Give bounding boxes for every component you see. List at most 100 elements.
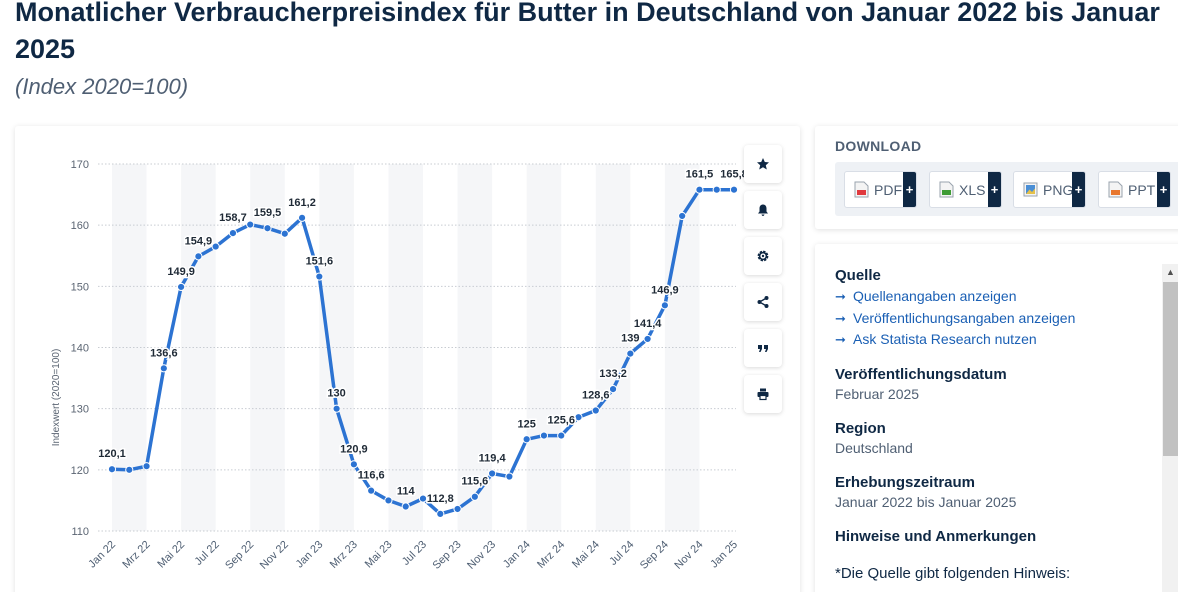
data-point xyxy=(194,252,203,261)
data-point xyxy=(505,472,514,481)
data-point xyxy=(453,504,462,514)
arrow-right-icon: ➞ xyxy=(835,310,846,326)
data-label: 120,1 xyxy=(98,448,126,460)
settings-button[interactable] xyxy=(744,237,782,275)
data-point xyxy=(660,301,669,310)
pdf-file-icon xyxy=(854,181,869,198)
x-tick-label: Jul 24 xyxy=(607,539,636,568)
ppt-file-icon xyxy=(1108,181,1123,198)
print-icon xyxy=(757,388,769,401)
data-point xyxy=(125,465,134,474)
data-label: 159,5 xyxy=(254,207,282,219)
data-label: 139 xyxy=(621,333,639,345)
data-point xyxy=(591,406,600,415)
period-heading: Erhebungszeitraum xyxy=(835,473,976,491)
y-tick-label: 120 xyxy=(71,465,89,477)
data-point xyxy=(280,229,289,238)
x-tick-label: Mrz 24 xyxy=(535,539,567,571)
pub-date-heading: Veröffentlichungsdatum xyxy=(835,365,1007,383)
share-icon xyxy=(757,296,769,308)
x-tick-label: Mai 22 xyxy=(155,539,187,571)
notification-button[interactable] xyxy=(744,191,782,229)
data-label: 125,6 xyxy=(547,415,575,427)
x-tick-label: Mai 23 xyxy=(363,539,395,571)
data-label: 149,9 xyxy=(167,266,195,278)
data-point xyxy=(349,460,358,469)
x-tick-label: Nov 23 xyxy=(465,539,498,572)
download-png-label: PNG xyxy=(1043,181,1074,198)
share-button[interactable] xyxy=(744,283,782,321)
region-heading: Region xyxy=(835,419,886,437)
period-value: Januar 2022 bis Januar 2025 xyxy=(835,493,1017,510)
x-tick-label: Jul 23 xyxy=(400,539,429,568)
publication-link-label: Veröffentlichungsangaben anzeigen xyxy=(853,309,1076,326)
x-tick-label: Nov 24 xyxy=(672,539,705,572)
data-point xyxy=(678,211,687,221)
cite-button[interactable] xyxy=(744,329,782,367)
source-link[interactable]: ➞ Quellenangaben anzeigen xyxy=(835,286,1155,308)
data-label: 151,6 xyxy=(306,256,334,268)
x-tick-label: Jan 25 xyxy=(708,539,740,571)
publication-link[interactable]: ➞ Veröffentlichungsangaben anzeigen xyxy=(835,308,1155,330)
x-tick-label: Mrz 22 xyxy=(120,539,152,571)
data-label: 146,9 xyxy=(651,284,679,296)
x-tick-label: Sep 24 xyxy=(638,539,671,572)
y-tick-label: 140 xyxy=(71,343,89,355)
download-panel: DOWNLOAD PDF + XLS + PNG + PPT + xyxy=(815,126,1178,229)
data-label: 130 xyxy=(327,388,345,400)
scroll-thumb[interactable] xyxy=(1163,282,1178,456)
download-title: DOWNLOAD xyxy=(835,138,922,154)
bell-icon xyxy=(758,204,768,216)
star-icon xyxy=(757,158,769,170)
download-xls-button[interactable]: XLS + xyxy=(929,171,1002,208)
download-ppt-button[interactable]: PPT + xyxy=(1098,171,1171,208)
x-tick-label: Jan 22 xyxy=(86,539,118,571)
data-label: 141,4 xyxy=(634,318,662,330)
y-axis-label: Indexwert (2020=100) xyxy=(51,349,62,447)
data-point xyxy=(643,334,652,344)
data-point xyxy=(522,435,531,444)
page-title: Monatlicher Verbraucherpreisindex für Bu… xyxy=(15,0,1160,64)
data-label: 112,8 xyxy=(427,493,454,505)
data-label: 136,6 xyxy=(150,347,178,359)
data-label: 154,9 xyxy=(185,235,213,247)
page-subtitle: (Index 2020=100) xyxy=(15,74,189,99)
plus-icon: + xyxy=(1157,172,1170,207)
plus-icon: + xyxy=(1072,172,1085,207)
favorite-button[interactable] xyxy=(744,145,782,183)
y-tick-label: 130 xyxy=(71,404,89,416)
info-content: Quelle ➞ Quellenangaben anzeigen ➞ Veröffe… xyxy=(835,266,1155,583)
data-label: 120,9 xyxy=(340,443,368,455)
data-point xyxy=(384,496,393,505)
data-label: 128,6 xyxy=(582,390,610,402)
y-tick-label: 150 xyxy=(71,281,89,293)
data-point xyxy=(557,431,566,440)
x-tick-label: Jan 23 xyxy=(294,539,326,571)
xls-file-icon xyxy=(939,181,954,198)
download-png-button[interactable]: PNG + xyxy=(1013,171,1086,208)
data-label: 119,4 xyxy=(479,453,507,465)
download-pdf-label: PDF xyxy=(874,181,902,198)
print-button[interactable] xyxy=(744,375,782,413)
scroll-up-icon[interactable]: ▲ xyxy=(1166,267,1175,277)
research-link-label: Ask Statista Research nutzen xyxy=(853,331,1037,347)
research-link[interactable]: ➞ Ask Statista Research nutzen xyxy=(835,329,1155,351)
data-point xyxy=(142,462,151,471)
y-tick-label: 160 xyxy=(71,220,89,232)
source-link-label: Quellenangaben anzeigen xyxy=(853,288,1017,304)
download-ppt-label: PPT xyxy=(1128,181,1156,198)
data-point xyxy=(177,282,186,292)
source-heading: Quelle xyxy=(835,267,881,284)
x-tick-label: Jul 22 xyxy=(193,539,222,568)
data-point xyxy=(470,492,479,501)
data-label: 158,7 xyxy=(219,212,247,224)
data-point xyxy=(436,509,445,518)
plus-icon: + xyxy=(903,172,916,207)
data-point xyxy=(488,469,497,478)
data-label: 116,6 xyxy=(358,470,385,482)
scrollbar[interactable]: ▲ xyxy=(1162,264,1178,592)
chart-toolbar xyxy=(744,145,782,421)
download-pdf-button[interactable]: PDF + xyxy=(844,171,917,208)
arrow-right-icon: ➞ xyxy=(835,289,846,304)
x-tick-label: Sep 22 xyxy=(223,539,256,572)
